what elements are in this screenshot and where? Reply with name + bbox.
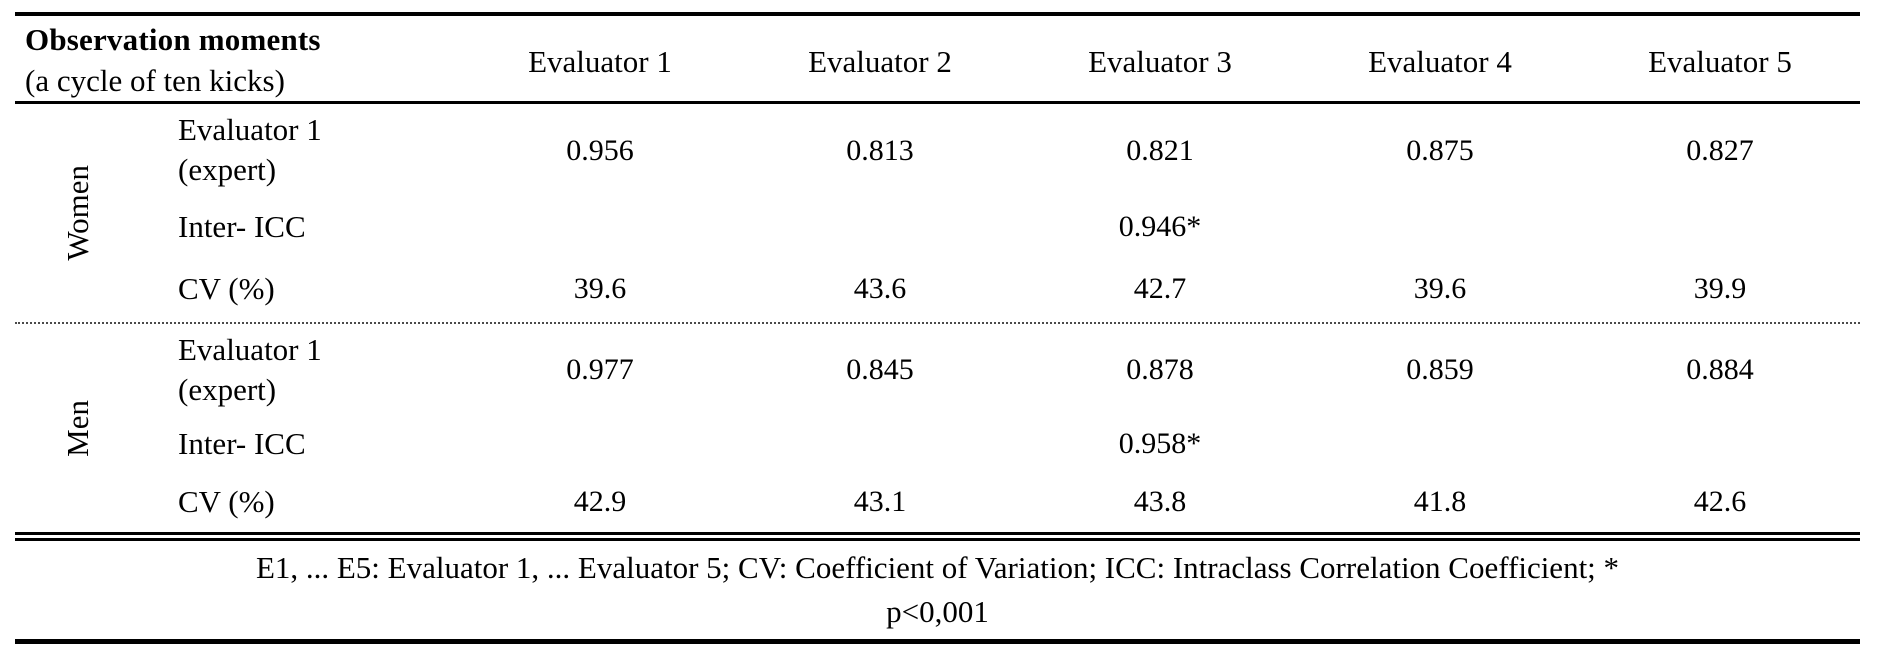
column-header-evaluator-3: Evaluator 3 bbox=[1088, 43, 1232, 79]
bottom-divider bbox=[15, 639, 1860, 644]
cell-value bbox=[1580, 416, 1860, 472]
cell-value: 41.8 bbox=[1413, 485, 1467, 518]
cell-value: 39.9 bbox=[1693, 272, 1747, 305]
section-women: Women Evaluator 1 (expert) 0.956 0.813 0… bbox=[15, 104, 1860, 324]
table-title-line2: (a cycle of ten kicks) bbox=[25, 63, 285, 98]
group-label-women-text: Women bbox=[59, 165, 95, 261]
cell-value: 0.859 bbox=[1406, 353, 1474, 386]
cell-value bbox=[740, 198, 1020, 256]
row-label-line1: Inter- ICC bbox=[178, 426, 306, 461]
double-divider bbox=[15, 532, 1860, 541]
cell-value: 0.878 bbox=[1126, 353, 1194, 386]
table-header-row: Observation moments (a cycle of ten kick… bbox=[15, 16, 1860, 104]
row-label-line1: CV (%) bbox=[178, 271, 275, 306]
cell-value bbox=[460, 416, 740, 472]
cell-value: 42.9 bbox=[573, 485, 627, 518]
cell-value bbox=[460, 198, 740, 256]
column-header-evaluator-2: Evaluator 2 bbox=[808, 43, 952, 79]
group-label-women: Women bbox=[15, 104, 140, 322]
results-table: Observation moments (a cycle of ten kick… bbox=[15, 12, 1860, 644]
cell-value: 43.1 bbox=[853, 485, 907, 518]
cell-value bbox=[1300, 198, 1580, 256]
cell-value: 0.875 bbox=[1406, 134, 1474, 167]
cell-value: 0.884 bbox=[1686, 353, 1754, 386]
cell-value bbox=[1580, 198, 1860, 256]
row-label-line2: (expert) bbox=[178, 372, 277, 407]
row-label-line1: Evaluator 1 bbox=[178, 112, 322, 147]
cell-value: 43.8 bbox=[1133, 485, 1187, 518]
row-label-line1: CV (%) bbox=[178, 484, 275, 519]
footnote-line2: p<0,001 bbox=[886, 594, 989, 629]
cell-value bbox=[1300, 416, 1580, 472]
cell-value: 39.6 bbox=[573, 272, 627, 305]
row-label-expert: Evaluator 1 (expert) bbox=[140, 324, 460, 416]
group-label-men-text: Men bbox=[59, 399, 95, 457]
cell-value bbox=[740, 416, 1020, 472]
table-title-line1: Observation moments bbox=[25, 22, 321, 57]
cell-value: 0.956 bbox=[566, 134, 634, 167]
row-label-line1: Inter- ICC bbox=[178, 209, 306, 244]
cell-value: 0.845 bbox=[846, 353, 914, 386]
row-label-cv: CV (%) bbox=[140, 472, 460, 532]
table-footnote: E1, ... E5: Evaluator 1, ... Evaluator 5… bbox=[15, 541, 1860, 634]
footnote-line1: E1, ... E5: Evaluator 1, ... Evaluator 5… bbox=[255, 550, 1620, 585]
cell-value: 0.821 bbox=[1126, 134, 1194, 167]
row-label-line1: Evaluator 1 bbox=[178, 332, 322, 367]
row-label-inter-icc: Inter- ICC bbox=[140, 198, 460, 256]
column-header-evaluator-4: Evaluator 4 bbox=[1368, 43, 1512, 79]
row-label-line2: (expert) bbox=[178, 152, 277, 187]
cell-value: 42.7 bbox=[1133, 272, 1187, 305]
section-men: Men Evaluator 1 (expert) 0.977 0.845 0.8… bbox=[15, 324, 1860, 532]
table-title: Observation moments (a cycle of ten kick… bbox=[15, 16, 460, 101]
cell-value-icc: 0.958* bbox=[1118, 427, 1202, 460]
row-label-expert: Evaluator 1 (expert) bbox=[140, 104, 460, 198]
cell-value: 0.977 bbox=[566, 353, 634, 386]
cell-value-icc: 0.946* bbox=[1118, 210, 1202, 243]
group-label-men: Men bbox=[15, 324, 140, 532]
column-header-evaluator-1: Evaluator 1 bbox=[528, 43, 672, 79]
cell-value: 0.827 bbox=[1686, 134, 1754, 167]
row-label-inter-icc: Inter- ICC bbox=[140, 416, 460, 472]
cell-value: 42.6 bbox=[1693, 485, 1747, 518]
column-header-evaluator-5: Evaluator 5 bbox=[1648, 43, 1792, 79]
cell-value: 43.6 bbox=[853, 272, 907, 305]
cell-value: 0.813 bbox=[846, 134, 914, 167]
row-label-cv: CV (%) bbox=[140, 256, 460, 322]
cell-value: 39.6 bbox=[1413, 272, 1467, 305]
